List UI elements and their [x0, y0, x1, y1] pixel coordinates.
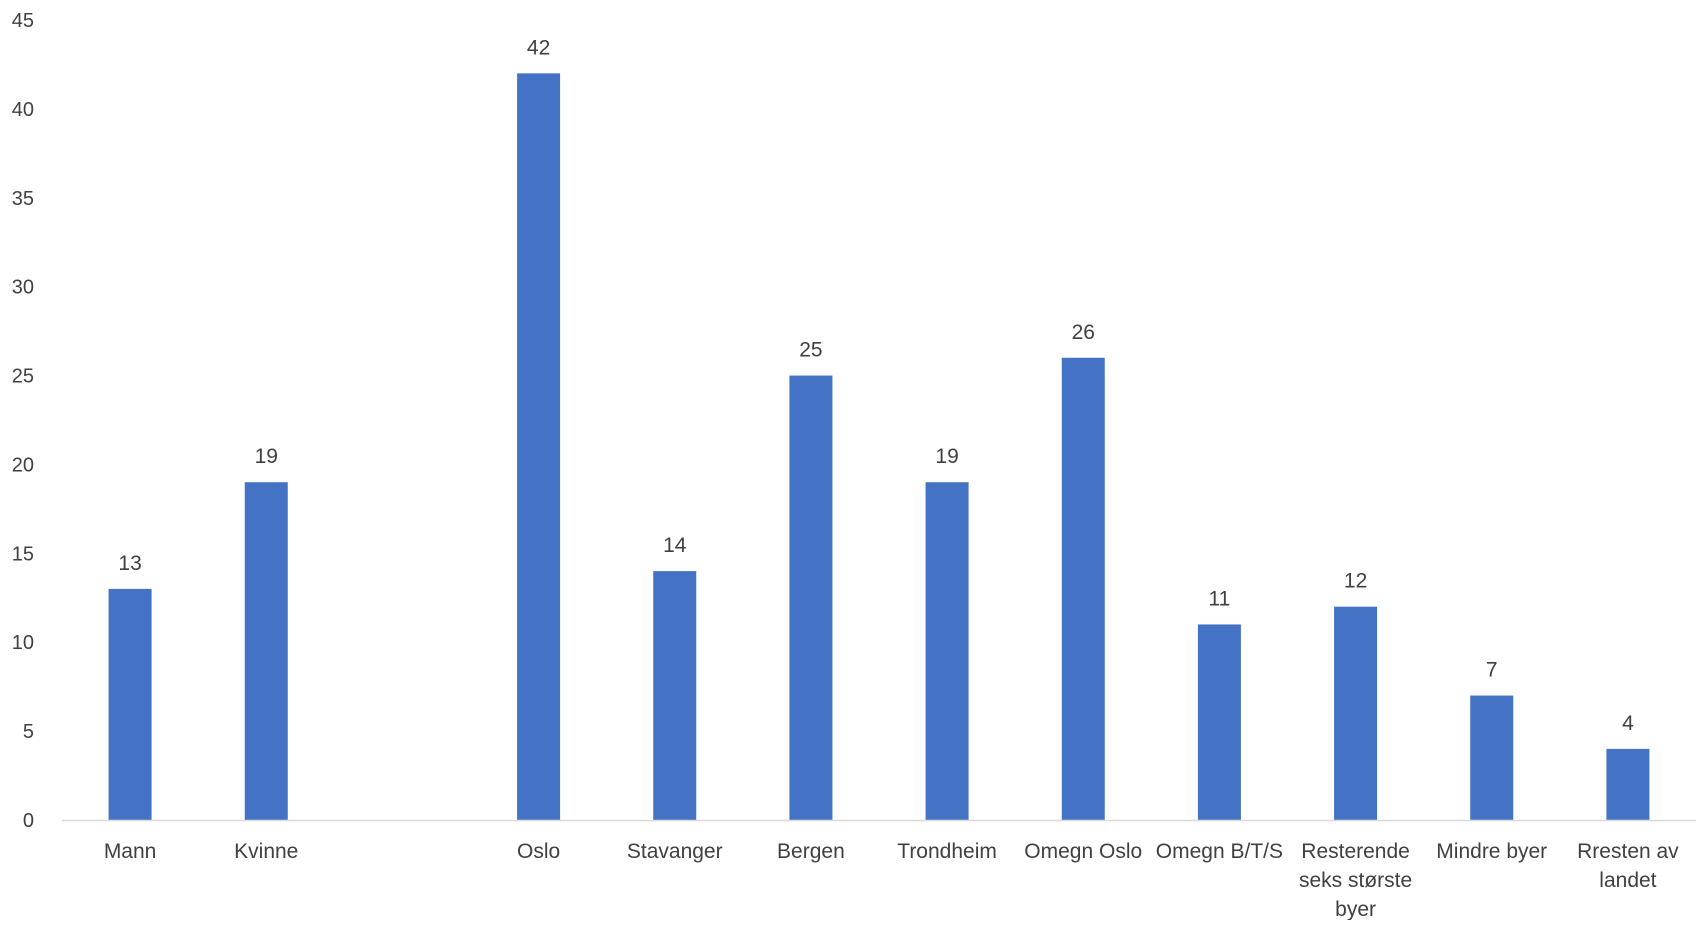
data-label: 13 [118, 552, 141, 575]
x-category-label-line: Mann [104, 840, 157, 863]
y-tick-label: 20 [12, 454, 34, 476]
x-category-label: Mann [104, 840, 157, 863]
bar [789, 375, 833, 820]
y-tick-label: 40 [12, 99, 34, 121]
x-category-label-line: Omegn Oslo [1024, 840, 1142, 863]
data-label: 19 [935, 445, 958, 468]
y-tick-label: 10 [12, 632, 34, 654]
x-category-label: Omegn B/T/S [1156, 840, 1283, 863]
y-tick-label: 35 [12, 188, 34, 210]
data-label: 42 [527, 36, 550, 59]
x-category-label-line: Rresten av [1577, 840, 1679, 863]
x-category-label: Resterende seks største byer [1299, 840, 1412, 920]
bar [244, 482, 288, 820]
data-label: 4 [1622, 712, 1634, 735]
x-category-label-line: byer [1335, 898, 1376, 920]
x-category-label-line: Stavanger [627, 840, 723, 863]
y-tick-label: 25 [12, 366, 34, 388]
bar [1197, 624, 1241, 820]
x-category-label-line: landet [1599, 869, 1656, 892]
x-category-label-line: Omegn B/T/S [1156, 840, 1283, 863]
y-tick-label: 0 [23, 810, 34, 832]
x-category-label: Oslo [517, 840, 560, 863]
y-tick-label: 5 [23, 721, 34, 743]
bar [1606, 748, 1650, 820]
x-category-label-line: Kvinne [234, 840, 298, 863]
data-label: 12 [1344, 570, 1367, 593]
x-category-label-line: Mindre byer [1436, 840, 1547, 863]
x-category-label: Stavanger [627, 840, 723, 863]
data-labels: 13 19 42 14 25 19 26 11 12 7 4 [118, 36, 1634, 735]
bar-series [108, 73, 1650, 821]
y-axis-ticks: 0 5 10 15 20 25 30 35 40 45 [12, 10, 34, 832]
bar [925, 482, 969, 820]
bar [1470, 695, 1514, 820]
bar [1334, 606, 1378, 820]
x-category-label: Omegn Oslo [1024, 840, 1142, 863]
x-category-label-line: seks største [1299, 869, 1412, 892]
data-label: 11 [1209, 587, 1231, 610]
x-category-label-line: Bergen [777, 840, 845, 863]
x-category-label: Kvinne [234, 840, 298, 863]
data-label: 7 [1486, 659, 1498, 682]
bar [653, 571, 697, 820]
x-category-label: Mindre byer [1436, 840, 1547, 863]
data-label: 19 [255, 445, 278, 468]
bar [1061, 357, 1105, 820]
x-category-label: Trondheim [897, 840, 997, 863]
bar [108, 588, 152, 820]
y-tick-label: 30 [12, 277, 34, 299]
data-label: 26 [1072, 321, 1095, 344]
category-labels: Mann Kvinne Oslo Stavanger Bergen Trondheim Om… [104, 840, 1679, 921]
x-category-label: Rresten av landet [1577, 840, 1679, 892]
y-tick-label: 45 [12, 10, 34, 32]
x-category-label-line: Oslo [517, 840, 560, 863]
data-label: 14 [663, 534, 687, 557]
x-category-label-line: Resterende [1301, 840, 1410, 863]
x-category-label: Bergen [777, 840, 845, 863]
data-label: 25 [799, 339, 822, 362]
y-tick-label: 15 [12, 543, 34, 565]
x-category-label-line: Trondheim [897, 840, 997, 863]
bar [517, 73, 561, 821]
